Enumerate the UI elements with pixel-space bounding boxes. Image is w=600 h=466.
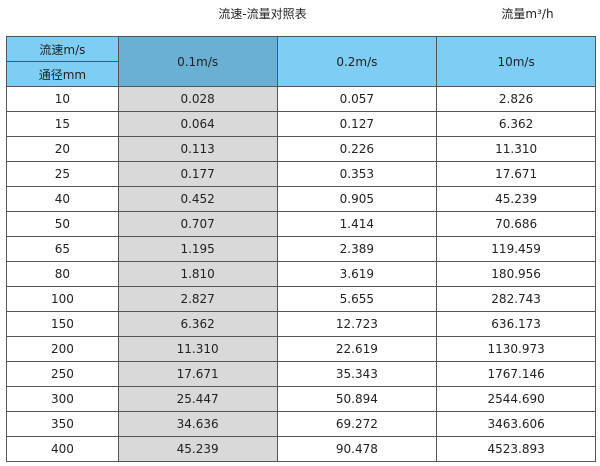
table-row: 150 6.362 12.723 636.173 [6,311,596,337]
table-title: 流速-流量对照表 [218,7,307,21]
flow-cell: 119.459 [436,236,596,262]
diameter-cell: 20 [6,136,119,162]
flow-cell: 25.447 [117,386,278,412]
speed-header: 流速m/s [6,36,119,62]
table-row: 25 0.177 0.353 17.671 [6,161,596,187]
diameter-header: 通径mm [6,61,119,87]
flow-cell: 6.362 [117,311,278,337]
diameter-cell: 350 [6,411,119,437]
flow-cell: 0.177 [117,161,278,187]
table-row: 300 25.447 50.894 2544.690 [6,386,596,412]
flow-cell: 12.723 [276,311,438,337]
column-header: 0.1m/s [117,36,278,87]
flow-unit-label: 流量m³/h [501,7,554,21]
table-row: 65 1.195 2.389 119.459 [6,236,596,262]
diameter-cell: 80 [6,261,119,287]
table-row: 80 1.810 3.619 180.956 [6,261,596,287]
diameter-cell: 40 [6,186,119,212]
flow-cell: 22.619 [276,336,438,362]
flow-cell: 4523.893 [436,436,596,462]
table-row: 15 0.064 0.127 6.362 [6,111,596,137]
diameter-cell: 250 [6,361,119,387]
table-row: 100 2.827 5.655 282.743 [6,286,596,312]
flow-cell: 1130.973 [436,336,596,362]
table-row: 50 0.707 1.414 70.686 [6,211,596,237]
flow-cell: 50.894 [276,386,438,412]
flow-cell: 2.827 [117,286,278,312]
flow-cell: 5.655 [276,286,438,312]
flow-cell: 180.956 [436,261,596,287]
flow-cell: 3463.606 [436,411,596,437]
table-row: 20 0.113 0.226 11.310 [6,136,596,162]
flow-cell: 0.452 [117,186,278,212]
diameter-cell: 50 [6,211,119,237]
flow-cell: 1.810 [117,261,278,287]
table-row: 250 17.671 35.343 1767.146 [6,361,596,387]
diameter-cell: 150 [6,311,119,337]
flow-cell: 0.028 [117,86,278,112]
table-row: 40 0.452 0.905 45.239 [6,186,596,212]
flow-cell: 636.173 [436,311,596,337]
flow-cell: 70.686 [436,211,596,237]
diameter-cell: 25 [6,161,119,187]
diameter-cell: 400 [6,436,119,462]
flow-cell: 2.826 [436,86,596,112]
table-row: 350 34.636 69.272 3463.606 [6,411,596,437]
diameter-cell: 100 [6,286,119,312]
flow-cell: 90.478 [276,436,438,462]
flow-cell: 11.310 [436,136,596,162]
flow-cell: 0.113 [117,136,278,162]
flow-cell: 1.414 [276,211,438,237]
flow-cell: 45.239 [117,436,278,462]
diameter-cell: 300 [6,386,119,412]
flow-cell: 0.057 [276,86,438,112]
diameter-cell: 10 [6,86,119,112]
flow-cell: 11.310 [117,336,278,362]
flow-cell: 0.707 [117,211,278,237]
table-row: 200 11.310 22.619 1130.973 [6,336,596,362]
flow-cell: 0.905 [276,186,438,212]
diameter-cell: 200 [6,336,119,362]
flow-cell: 0.064 [117,111,278,137]
flow-cell: 69.272 [276,411,438,437]
flow-cell: 6.362 [436,111,596,137]
flow-cell: 2.389 [276,236,438,262]
flow-cell: 0.226 [276,136,438,162]
flow-cell: 17.671 [436,161,596,187]
flow-cell: 3.619 [276,261,438,287]
flow-cell: 45.239 [436,186,596,212]
flow-cell: 0.353 [276,161,438,187]
flow-cell: 34.636 [117,411,278,437]
flow-cell: 35.343 [276,361,438,387]
column-header: 10m/s [436,36,596,87]
diameter-cell: 65 [6,236,119,262]
flow-cell: 1767.146 [436,361,596,387]
table-row: 10 0.028 0.057 2.826 [6,86,596,112]
flow-cell: 2544.690 [436,386,596,412]
table-row: 400 45.239 90.478 4523.893 [6,436,596,462]
diameter-cell: 15 [6,111,119,137]
column-header: 0.2m/s [276,36,438,87]
flow-cell: 0.127 [276,111,438,137]
flow-cell: 1.195 [117,236,278,262]
flow-cell: 282.743 [436,286,596,312]
flow-cell: 17.671 [117,361,278,387]
flow-table: 流速m/s 0.1m/s 0.2m/s 10m/s 通径mm 10 0.028 0.… [6,36,596,462]
